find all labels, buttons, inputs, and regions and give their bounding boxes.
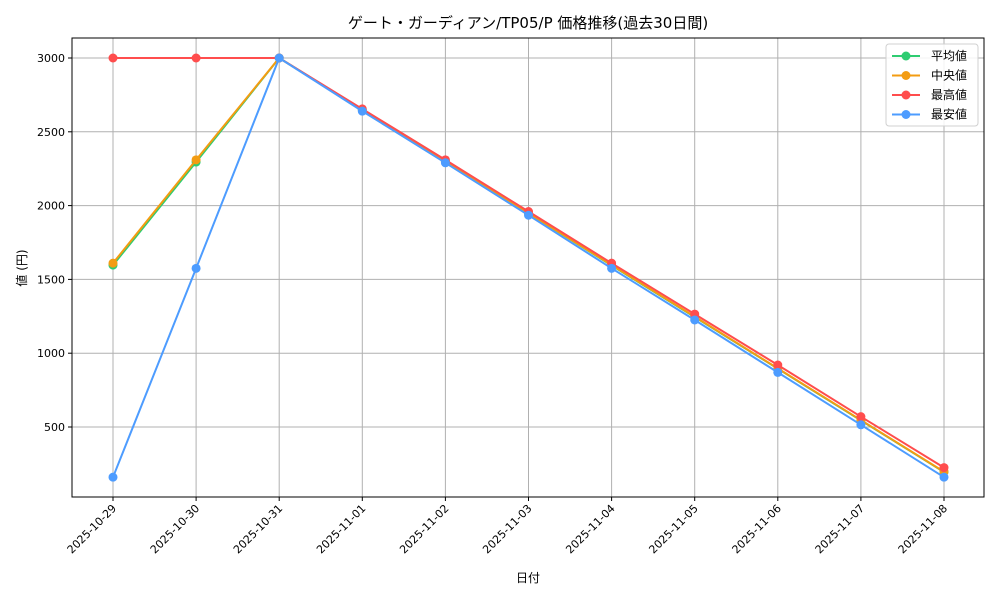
chart-title: ゲート・ガーディアン/TP05/P 価格推移(過去30日間) <box>348 14 708 32</box>
x-tick-label: 2025-11-03 <box>480 502 534 556</box>
legend-marker-icon <box>901 110 911 119</box>
legend-label: 中央値 <box>931 68 967 83</box>
legend-marker-icon <box>901 90 911 100</box>
data-point <box>856 412 866 422</box>
x-tick-label: 2025-11-02 <box>397 502 451 556</box>
x-tick-label: 2025-10-29 <box>65 502 119 556</box>
y-axis-label: 値 (円) <box>14 249 29 286</box>
y-tick-label: 2000 <box>37 200 65 213</box>
data-point <box>607 263 617 273</box>
y-tick-label: 2500 <box>37 126 65 139</box>
y-axis-ticks: 500 1000 1500 2000 2500 3000 <box>37 52 72 434</box>
x-tick-label: 2025-10-30 <box>148 502 202 556</box>
data-point <box>108 472 118 482</box>
x-tick-label: 2025-11-01 <box>314 502 368 556</box>
x-axis-label: 日付 <box>516 571 540 585</box>
data-point <box>773 360 783 370</box>
x-tick-label: 2025-11-05 <box>646 502 700 556</box>
data-point <box>690 315 700 325</box>
x-tick-label: 2025-11-07 <box>813 502 867 556</box>
legend-label: 最安値 <box>931 107 967 122</box>
x-tick-label: 2025-10-31 <box>231 502 285 556</box>
data-point <box>191 263 201 273</box>
y-tick-label: 500 <box>44 421 65 434</box>
x-tick-label: 2025-11-04 <box>563 502 617 556</box>
data-point <box>191 53 201 63</box>
series-最安値 <box>108 53 949 482</box>
y-tick-label: 1500 <box>37 273 65 286</box>
legend-label: 平均値 <box>931 48 967 63</box>
data-point <box>274 53 284 63</box>
x-axis-ticks: 2025-10-29 2025-10-30 2025-10-31 2025-11-01… <box>65 497 950 556</box>
grid-lines <box>72 38 984 497</box>
data-point <box>524 210 533 220</box>
y-tick-label: 1000 <box>37 347 65 360</box>
data-point <box>357 106 367 116</box>
legend-label: 最高値 <box>931 87 967 102</box>
series-lines <box>108 53 949 482</box>
x-tick-label: 2025-11-06 <box>730 502 784 556</box>
legend-marker-icon <box>901 71 911 80</box>
data-point <box>440 158 450 168</box>
data-point <box>108 258 118 268</box>
legend-marker-icon <box>901 51 911 61</box>
y-tick-label: 3000 <box>37 52 65 65</box>
data-point <box>191 155 201 165</box>
data-point <box>108 53 118 63</box>
data-point <box>856 420 866 430</box>
data-point <box>939 463 949 473</box>
x-tick-label: 2025-11-08 <box>896 502 950 556</box>
data-point <box>939 472 949 482</box>
data-point <box>773 367 783 377</box>
